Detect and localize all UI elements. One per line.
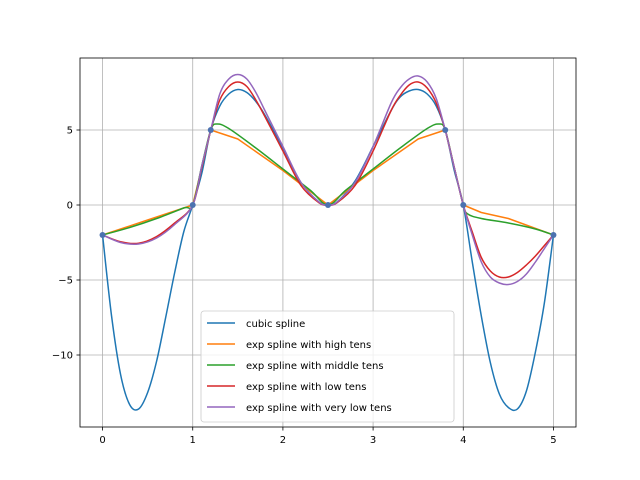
y-tick-label: −10 <box>52 351 73 362</box>
knot-point <box>442 127 449 133</box>
knot-point <box>550 232 557 238</box>
legend: cubic spline exp spline with high tens exp… <box>200 310 455 423</box>
knot-point <box>99 232 106 238</box>
x-tick-label: 1 <box>190 435 196 446</box>
y-tick-label: −5 <box>58 276 73 287</box>
legend-label: exp spline with low tens <box>246 382 366 393</box>
axes-frame <box>79 57 577 428</box>
knot-point <box>189 202 196 208</box>
legend-label: cubic spline <box>246 319 305 330</box>
legend-box <box>200 310 455 423</box>
knot-point <box>325 202 331 208</box>
legend-label: exp spline with very low tens <box>246 403 392 414</box>
y-tick-label: 0 <box>67 201 73 212</box>
grid <box>80 58 576 427</box>
knot-point <box>207 127 214 133</box>
x-tick-label: 2 <box>280 435 286 446</box>
legend-label: exp spline with high tens <box>246 340 371 351</box>
axis-ticks: 0 1 2 3 4 5 −10 −5 0 5 <box>52 126 557 447</box>
knot-point <box>460 202 467 208</box>
x-tick-label: 4 <box>460 435 466 446</box>
series-line-5 <box>102 73 555 286</box>
x-tick-label: 3 <box>370 435 376 446</box>
legend-label: exp spline with middle tens <box>246 361 384 372</box>
x-tick-label: 0 <box>99 435 105 446</box>
x-tick-label: 5 <box>550 435 556 446</box>
y-tick-label: 5 <box>67 126 73 137</box>
knot-markers <box>99 127 557 238</box>
